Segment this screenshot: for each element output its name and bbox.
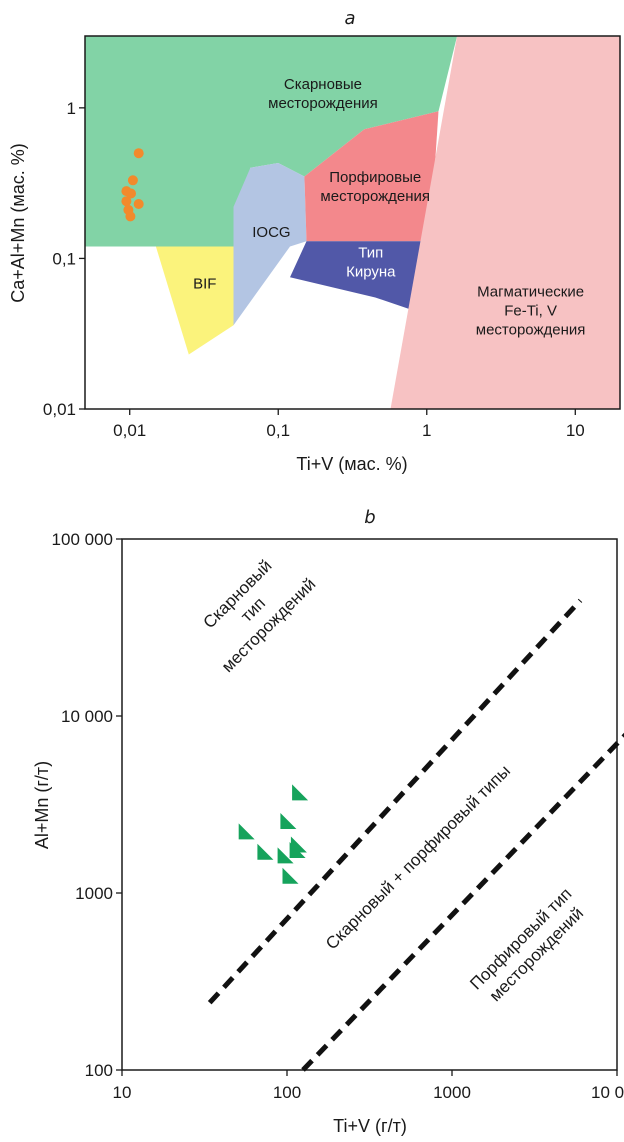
panel-a-title: a xyxy=(344,8,355,29)
x-tick-label: 10 xyxy=(113,1083,132,1102)
panel-b-frame xyxy=(121,538,618,1071)
x-tick-label: 10 000 xyxy=(591,1083,624,1102)
region-label-line: IOCG xyxy=(252,224,290,241)
x-tick-label: 0,01 xyxy=(113,421,146,440)
panel-a-frame xyxy=(84,35,621,410)
x-tick-label: 0,1 xyxy=(266,421,290,440)
y-tick-label: 100 xyxy=(85,1061,113,1080)
region-label-bif: BIF xyxy=(193,276,216,293)
data-point xyxy=(282,867,299,884)
y-tick-label: 1 xyxy=(67,99,76,118)
zone-label-line: Скарновый + порфировый типы xyxy=(322,761,514,953)
region-label-line: Порфировые xyxy=(329,169,421,186)
data-point xyxy=(133,199,144,209)
boundary-line xyxy=(301,732,624,1072)
region-label-line: Тип xyxy=(358,244,383,261)
y-tick-label: 0,01 xyxy=(43,400,76,419)
zone-label: Скарновый + порфировый типы xyxy=(322,761,514,953)
panel-a-regions: Скарновые месторождения BIF IOCG Порфировые м… xyxy=(85,36,620,409)
x-tick-label: 1000 xyxy=(433,1083,471,1102)
region-label-line: месторождения xyxy=(320,188,430,205)
data-point xyxy=(292,784,309,801)
region-bif xyxy=(155,246,234,355)
zone-label: Скарновыйтипместорождений xyxy=(187,543,320,676)
region-label-line: Кируна xyxy=(346,263,396,280)
data-point xyxy=(125,211,136,222)
region-skarn xyxy=(85,36,458,247)
panel-a: a Скарновые месторождения BIF IOCG Порфировы… xyxy=(8,8,621,474)
region-label-line: Скарновые xyxy=(284,76,362,93)
region-iocg xyxy=(233,163,307,326)
region-label-line: месторождения xyxy=(476,322,586,339)
region-label-line: BIF xyxy=(193,276,216,293)
y-tick-label: 1000 xyxy=(75,884,113,903)
x-tick-label: 10 xyxy=(566,421,585,440)
region-porphyry xyxy=(304,111,439,242)
data-point xyxy=(238,823,255,840)
y-tick-label: 0,1 xyxy=(52,249,76,268)
region-label-porphyry: Порфировые месторождения xyxy=(320,169,430,205)
boundary-line xyxy=(207,598,583,1005)
panel-a-ticks: 0,01 0,1 1 10 0,01 0,1 1 xyxy=(43,99,585,440)
panel-a-ylabel: Ca+Al+Mn (мас. %) xyxy=(8,143,28,302)
region-label-line: Магматические xyxy=(477,284,584,301)
panel-b-boundaries xyxy=(207,598,624,1072)
region-magmatic xyxy=(390,36,620,409)
panel-b-points xyxy=(238,784,309,884)
data-point xyxy=(133,148,144,159)
x-tick-label: 1 xyxy=(422,421,431,440)
data-point xyxy=(121,196,132,207)
panel-a-xlabel: Ti+V (мас. %) xyxy=(296,454,407,474)
y-tick-label: 10 000 xyxy=(61,707,113,726)
data-point xyxy=(277,847,294,864)
data-point xyxy=(280,813,297,829)
region-label-magmatic: Магматические Fe-Ti, V месторождения xyxy=(476,284,586,339)
region-label-kiruna: Тип Кируна xyxy=(346,244,396,280)
panel-a-points xyxy=(121,148,144,222)
region-label-line: месторождения xyxy=(268,95,378,112)
data-point xyxy=(126,188,136,199)
x-tick-label: 100 xyxy=(273,1083,301,1102)
region-label-iocg: IOCG xyxy=(252,224,290,241)
panel-b-ylabel: Al+Mn (г/т) xyxy=(32,761,52,849)
panel-b-title: b xyxy=(364,507,375,528)
data-point xyxy=(127,175,138,186)
panel-b-xlabel: Ti+V (г/т) xyxy=(333,1116,407,1136)
region-label-line: Fe-Ti, V xyxy=(504,303,557,320)
region-kiruna xyxy=(290,241,430,311)
y-tick-label: 100 000 xyxy=(52,530,113,549)
zone-label: Порфировый типместорождений xyxy=(466,884,591,1009)
region-label-skarn: Скарновые месторождения xyxy=(268,76,378,112)
data-point xyxy=(257,843,274,860)
data-point xyxy=(289,842,306,858)
